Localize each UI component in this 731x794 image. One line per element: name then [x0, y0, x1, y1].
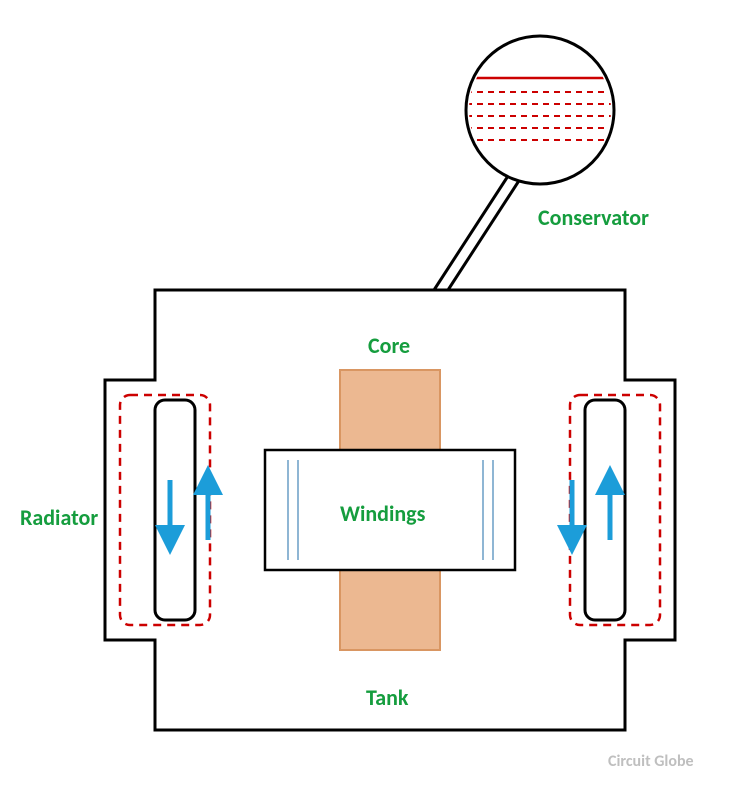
label-tank: Tank	[366, 684, 408, 711]
label-core: Core	[368, 332, 410, 359]
label-conservator: Conservator	[538, 204, 649, 231]
label-radiator: Radiator	[20, 504, 98, 531]
conservator-pipe	[448, 176, 522, 290]
conservator-pipe	[434, 176, 508, 290]
label-windings: Windings	[340, 500, 425, 527]
watermark-text: Circuit Globe	[608, 752, 694, 771]
conservator-circle	[466, 36, 614, 184]
transformer-diagram	[0, 0, 731, 794]
